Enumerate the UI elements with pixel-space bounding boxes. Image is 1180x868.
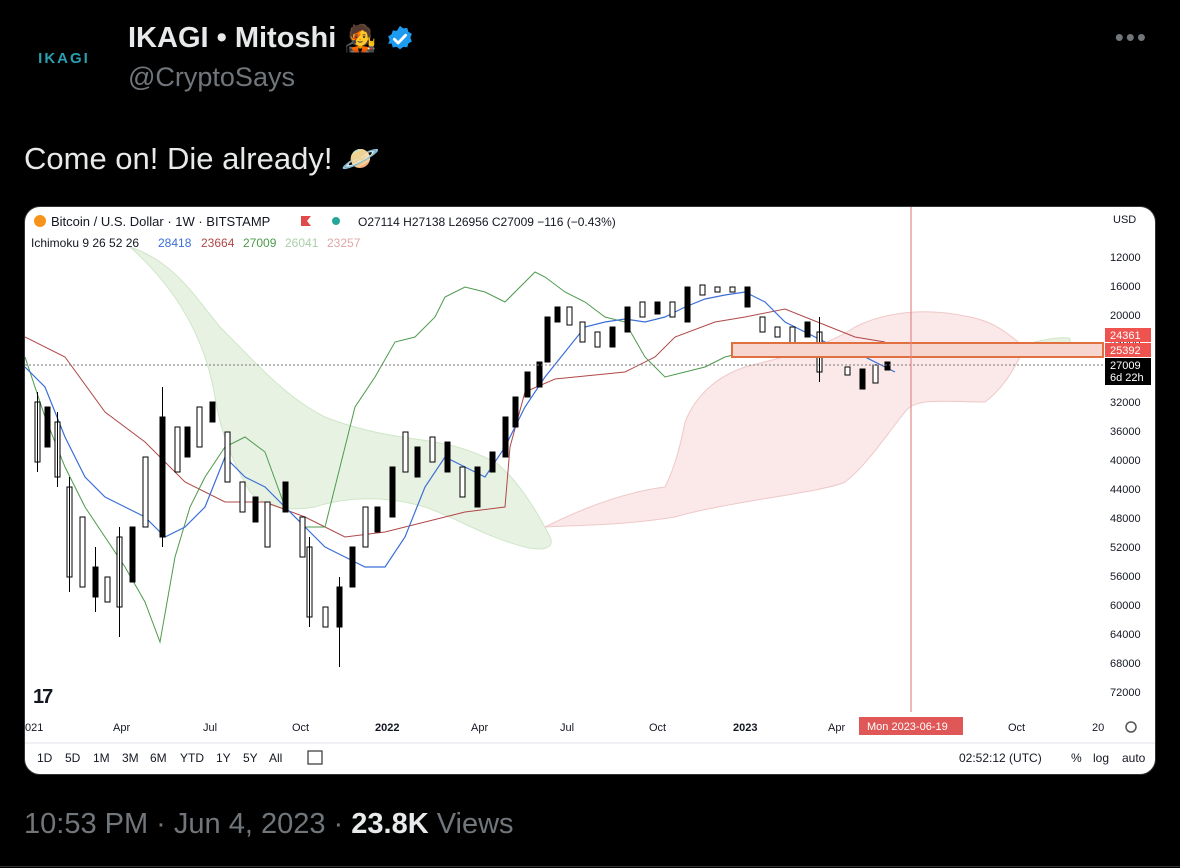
cursor-date-label: Mon 2023-06-19 xyxy=(867,721,948,733)
price-candles xyxy=(34,284,891,667)
y-tick-label: 20000 xyxy=(1110,310,1141,322)
tweet-meta: 10:53 PM · Jun 4, 2023 · 23.8K Views xyxy=(24,808,514,841)
resistance-zone xyxy=(731,342,1104,358)
price-label-bg xyxy=(1105,343,1151,357)
range-button[interactable]: 5Y xyxy=(243,751,258,765)
x-tick-label: Apr xyxy=(113,722,130,734)
tradingview-logo: 17 xyxy=(33,686,53,708)
more-options-icon[interactable]: ••• xyxy=(1114,22,1148,52)
range-button[interactable]: YTD xyxy=(180,751,204,765)
tweet-timestamp[interactable]: 10:53 PM · Jun 4, 2023 · xyxy=(24,808,352,840)
y-tick-label: 56000 xyxy=(1110,571,1141,583)
range-button[interactable]: 3M xyxy=(122,751,139,765)
log-toggle[interactable]: log xyxy=(1093,751,1109,765)
x-tick-label: 20 xyxy=(1092,722,1104,734)
range-button[interactable]: 6M xyxy=(150,751,167,765)
current-price-label: 27009 xyxy=(1110,360,1141,372)
y-tick-label: 36000 xyxy=(1110,426,1141,438)
author-name-text: IKAGI • Mitoshi xyxy=(128,22,337,54)
x-tick-label: Jul xyxy=(560,722,574,734)
y-tick-label: 48000 xyxy=(1110,513,1141,525)
ichimoku-cloud-red xyxy=(544,311,1026,528)
x-tick-label: Oct xyxy=(1008,722,1025,734)
x-tick-label: Jul xyxy=(203,722,217,734)
tweet-text: Come on! Die already! 🪐 xyxy=(24,140,380,177)
y-tick-label: 40000 xyxy=(1110,455,1141,467)
x-tick-label: 021 xyxy=(25,722,43,734)
settings-icon[interactable] xyxy=(1125,721,1137,733)
x-tick-label: 2023 xyxy=(733,722,757,734)
currency-selector[interactable]: USD xyxy=(1113,214,1136,226)
tweet-text-body: Come on! Die already! xyxy=(24,141,333,176)
author-name[interactable]: IKAGI • Mitoshi 🧑‍🎤 xyxy=(128,22,415,55)
indicator-name: Ichimoku 9 26 52 26 xyxy=(31,236,139,250)
chart-image[interactable]: Bitcoin / U.S. Dollar · 1W · BITSTAMP O2… xyxy=(24,206,1156,775)
market-status-icon xyxy=(332,217,340,225)
author-emoji: 🧑‍🎤 xyxy=(344,23,377,53)
countdown-label: 6d 22h xyxy=(1110,372,1144,384)
range-button[interactable]: 1M xyxy=(93,751,110,765)
bitcoin-logo-icon xyxy=(34,215,46,227)
y-tick-label: 16000 xyxy=(1110,281,1141,293)
x-axis: 021 Apr Jul Oct 2022 Apr Jul Oct 2023 Apr Oct 20 xyxy=(25,722,1104,734)
x-tick-label: 2022 xyxy=(375,722,399,734)
indicator-value: 27009 xyxy=(243,236,277,250)
y-tick-label: 44000 xyxy=(1110,484,1141,496)
x-tick-label: Oct xyxy=(292,722,309,734)
views-count: 23.8K xyxy=(351,808,429,840)
avatar-logo-text: IKAGI xyxy=(38,49,90,67)
divider xyxy=(0,866,1180,867)
indicator-value: 23664 xyxy=(201,236,235,250)
y-tick-label: 32000 xyxy=(1110,397,1141,409)
verified-badge-icon xyxy=(387,25,412,49)
y-tick-label: 64000 xyxy=(1110,629,1141,641)
current-price-label-bg xyxy=(1105,358,1151,385)
chart-ohlc: O27114 H27138 L26956 C27009 −116 (−0.43%… xyxy=(358,215,616,229)
range-toolbar[interactable]: 1D 5D 1M 3M 6M YTD 1Y 5Y All xyxy=(37,751,282,765)
senkou-line xyxy=(25,271,766,644)
percent-toggle[interactable]: % xyxy=(1071,751,1082,765)
views-label: Views xyxy=(428,808,514,840)
kijun-line xyxy=(25,308,886,538)
flag-icon xyxy=(301,216,311,226)
y-tick-label: 60000 xyxy=(1110,600,1141,612)
x-tick-label: Apr xyxy=(828,722,845,734)
planet-emoji: 🪐 xyxy=(341,141,380,176)
range-button[interactable]: 5D xyxy=(65,751,81,765)
x-tick-label: Oct xyxy=(649,722,666,734)
toolbar-time: 02:52:12 (UTC) xyxy=(959,751,1042,765)
y-tick-label: 12000 xyxy=(1110,252,1141,264)
y-tick-label: 52000 xyxy=(1110,542,1141,554)
avatar[interactable]: IKAGI xyxy=(24,18,104,98)
price-label: 24361 xyxy=(1110,330,1141,342)
range-button[interactable]: 1Y xyxy=(216,751,231,765)
auto-toggle[interactable]: auto xyxy=(1122,751,1146,765)
range-button[interactable]: 1D xyxy=(37,751,53,765)
author-handle[interactable]: @CryptoSays xyxy=(128,62,295,92)
indicator-value: 28418 xyxy=(158,236,192,250)
cursor-date-label-bg xyxy=(859,717,963,735)
price-label-bg xyxy=(1105,328,1151,342)
indicator-value: 26041 xyxy=(285,236,319,250)
x-tick-label: Apr xyxy=(471,722,488,734)
indicator-values: 28418 23664 27009 26041 23257 xyxy=(158,236,361,250)
calendar-icon[interactable] xyxy=(307,750,323,765)
range-button[interactable]: All xyxy=(269,751,282,765)
y-tick-label: 72000 xyxy=(1110,687,1141,699)
price-label: 25392 xyxy=(1110,345,1141,357)
chart-symbol: Bitcoin / U.S. Dollar · 1W · BITSTAMP xyxy=(51,214,270,229)
y-tick-label: 68000 xyxy=(1110,658,1141,670)
y-axis: 1200016000200002400028000320003600040000… xyxy=(1110,252,1141,699)
indicator-value: 23257 xyxy=(327,236,361,250)
